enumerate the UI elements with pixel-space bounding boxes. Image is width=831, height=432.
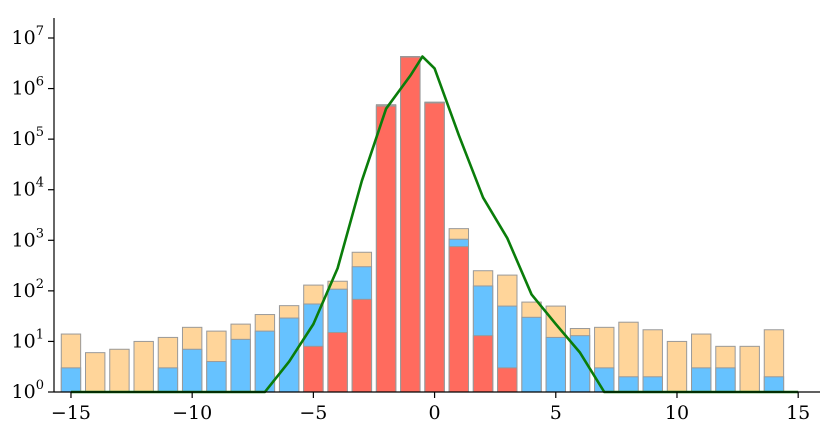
y-tick-label-6: 106: [12, 75, 44, 100]
y-tick-label-1: 101: [12, 327, 44, 352]
bar-s2-x1: [448, 246, 470, 393]
bar-s0-x13: [739, 345, 760, 393]
y-tick-label-4: 104: [12, 176, 44, 201]
bar-s1-x14: [763, 376, 785, 393]
bar-s2-x2: [472, 335, 494, 393]
bar-s2-x-1: [400, 56, 421, 393]
x-tick-label-1: −10: [172, 402, 212, 424]
bars-layer: [60, 56, 785, 393]
bar-s2-x-3: [351, 298, 373, 393]
bar-s0-x-12: [133, 340, 154, 393]
bar-s1-x12: [715, 367, 736, 393]
bar-s1-x-6: [278, 317, 300, 393]
x-tick-label-2: −5: [299, 402, 327, 424]
y-tick-label-2: 102: [12, 277, 44, 302]
y-tick-label-0: 100: [12, 378, 44, 403]
y-tick-label-3: 103: [12, 226, 44, 251]
fit-line: [70, 55, 799, 394]
bar-s2-x-5: [303, 345, 324, 393]
bar-s0-x10: [666, 340, 688, 393]
y-tick-label-7: 107: [12, 24, 44, 49]
bar-s1-x-10: [181, 348, 203, 393]
axes: [53, 18, 820, 393]
x-tick-label-6: 15: [786, 402, 810, 424]
bar-s0-x-13: [109, 348, 130, 393]
x-tick-label-0: −15: [51, 402, 91, 424]
x-tick-label-3: 0: [429, 402, 441, 424]
bar-s1-x8: [618, 376, 639, 393]
bar-s1-x-15: [60, 367, 82, 393]
bar-s1-x5: [545, 336, 566, 393]
x-tick-label-5: 10: [665, 402, 689, 424]
bar-s1-x9: [642, 376, 663, 393]
bar-s2-x0: [424, 102, 445, 393]
y-tick-label-5: 105: [12, 125, 44, 150]
x-ticks: −15 −10 −5 0 5 10 15: [51, 392, 810, 424]
bar-s2-x-2: [375, 105, 397, 393]
bar-s2-x-4: [327, 332, 348, 393]
bar-s1-x-9: [206, 361, 227, 393]
y-ticks: 100 101 102 103 104 105 106 107: [12, 24, 54, 403]
line-layer: [70, 55, 799, 394]
bar-s1-x-11: [157, 367, 179, 393]
bar-s1-x11: [691, 367, 712, 393]
bar-s1-x-8: [230, 338, 251, 393]
bar-s0-x-14: [85, 352, 106, 393]
bar-s1-x4: [521, 316, 542, 393]
bar-s2-x3: [497, 367, 518, 393]
x-tick-label-4: 5: [550, 402, 562, 424]
